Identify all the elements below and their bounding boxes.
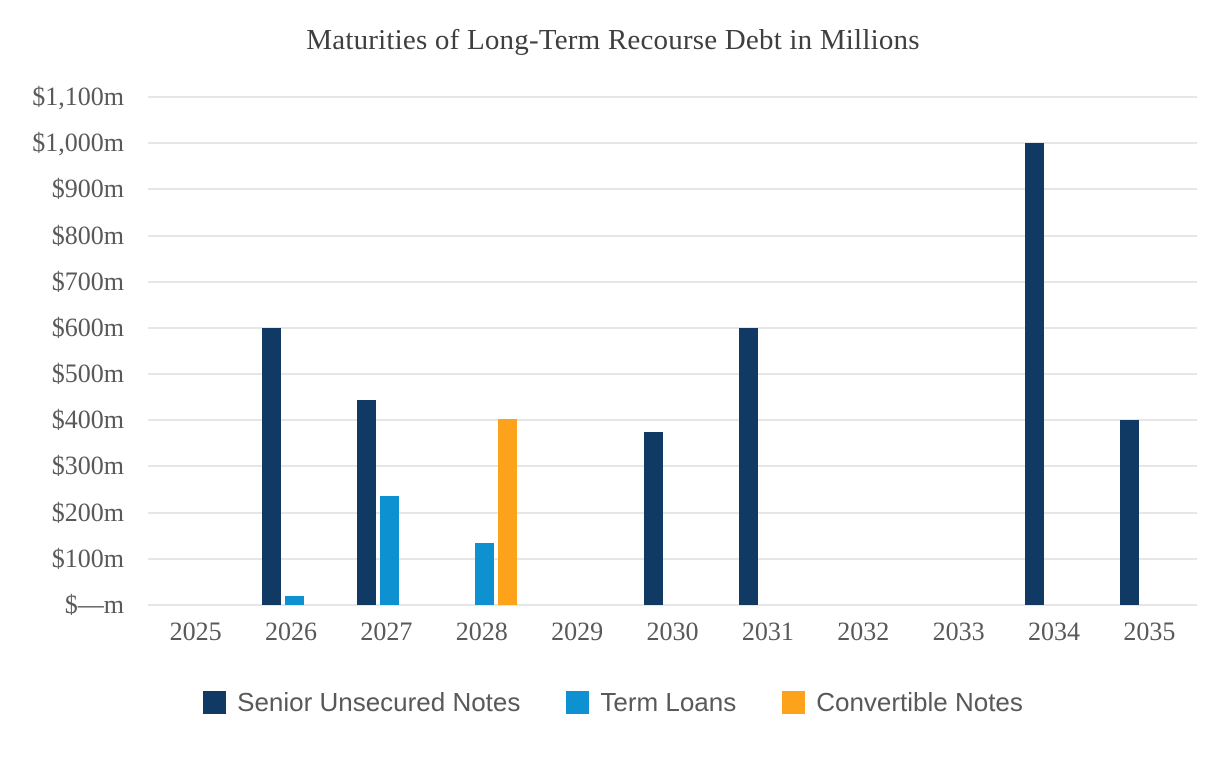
legend-item-term-loans: Term Loans: [566, 688, 736, 716]
y-tick-label: $900m: [51, 174, 124, 204]
gridline: [148, 604, 1197, 606]
gridline: [148, 373, 1197, 376]
x-tick-label-2029: 2029: [551, 617, 604, 646]
x-tick-label-2032: 2032: [837, 617, 890, 646]
legend: Senior Unsecured Notes Term Loans Converti…: [0, 686, 1226, 718]
legend-label-convertible-notes: Convertible Notes: [816, 687, 1023, 717]
x-tick-label-2034: 2034: [1027, 617, 1080, 646]
x-tick-label-2035: 2035: [1123, 617, 1176, 646]
bar-senior-unsecured-notes-2034: [1024, 143, 1044, 605]
x-tick-label-2026: 2026: [265, 617, 318, 646]
bar-senior-unsecured-notes-2026: [262, 327, 282, 605]
gridline: [148, 465, 1197, 468]
gridline: [148, 280, 1197, 283]
y-tick-label: $1,100m: [32, 82, 124, 111]
x-tick-label-2027: 2027: [360, 617, 413, 646]
x-tick-label-2025: 2025: [169, 617, 222, 646]
x-tick-label-2033: 2033: [932, 617, 985, 646]
y-tick-label: $800m: [51, 220, 124, 250]
chart-title: Maturities of Long-Term Recourse Debt in…: [306, 24, 920, 56]
legend-item-convertible-notes: Convertible Notes: [782, 688, 1023, 716]
bar-senior-unsecured-notes-2030: [643, 431, 663, 605]
y-tick-label: $1,000m: [32, 128, 124, 158]
y-tick-label: $—m: [64, 590, 124, 619]
y-tick-label: $600m: [51, 312, 124, 342]
bar-senior-unsecured-notes-2031: [738, 327, 758, 605]
gridline: [148, 234, 1197, 237]
legend-label-term-loans: Term Loans: [600, 687, 737, 717]
y-tick-label: $200m: [51, 497, 124, 527]
gridline: [148, 188, 1197, 191]
x-tick-label-2030: 2030: [646, 617, 699, 646]
legend-label-senior-unsecured-notes: Senior Unsecured Notes: [237, 687, 521, 717]
gridline: [148, 96, 1197, 98]
legend-item-senior-unsecured-notes: Senior Unsecured Notes: [203, 688, 520, 716]
gridline: [148, 419, 1197, 422]
y-tick-label: $400m: [51, 405, 124, 435]
bar-senior-unsecured-notes-2027: [357, 399, 377, 605]
y-tick-label: $700m: [51, 266, 124, 296]
bar-senior-unsecured-notes-2035: [1120, 420, 1140, 605]
y-tick-label: $500m: [51, 359, 124, 389]
legend-swatch-convertible-notes: [782, 690, 806, 714]
gridline: [148, 511, 1197, 514]
plot-area: [148, 96, 1197, 606]
legend-swatch-senior-unsecured-notes: [203, 690, 227, 714]
gridline: [148, 326, 1197, 329]
bar-term-loans-2027: [379, 496, 399, 605]
legend-swatch-term-loans: [566, 690, 590, 714]
x-tick-label-2031: 2031: [741, 617, 794, 646]
y-tick-label: $100m: [51, 543, 124, 573]
bar-term-loans-2028: [475, 542, 495, 605]
x-tick-label-2028: 2028: [455, 617, 508, 646]
y-tick-label: $300m: [51, 451, 124, 481]
gridline: [148, 142, 1197, 145]
bar-convertible-notes-2028: [497, 418, 517, 605]
bar-term-loans-2026: [284, 595, 304, 605]
gridline: [148, 557, 1197, 560]
